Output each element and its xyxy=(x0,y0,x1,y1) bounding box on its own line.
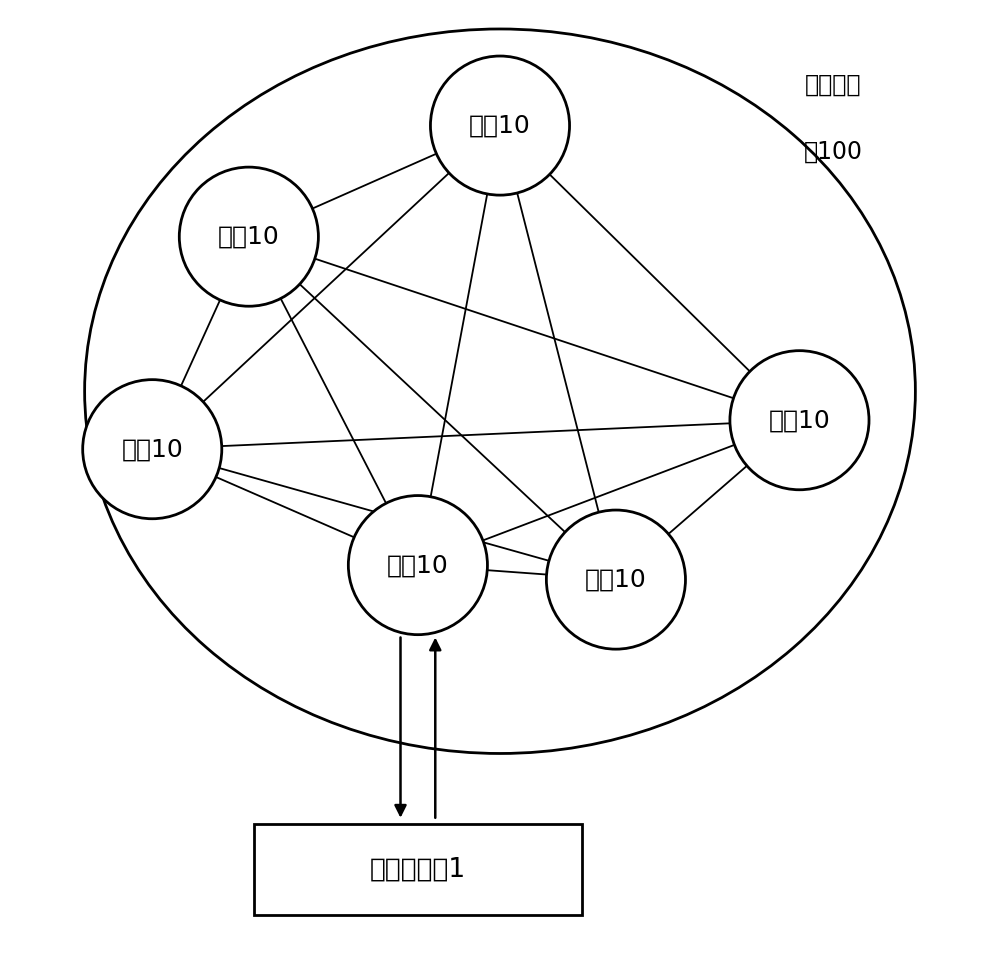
Circle shape xyxy=(348,496,487,635)
Text: 节点10: 节点10 xyxy=(585,568,647,591)
Circle shape xyxy=(546,510,685,649)
Circle shape xyxy=(730,351,869,490)
Circle shape xyxy=(430,56,570,195)
Text: 节点10: 节点10 xyxy=(218,225,280,248)
Text: 节点10: 节点10 xyxy=(387,554,449,577)
Text: 节点10: 节点10 xyxy=(469,114,531,137)
Circle shape xyxy=(179,167,318,306)
Text: 络100: 络100 xyxy=(804,140,863,164)
FancyBboxPatch shape xyxy=(254,823,582,916)
Text: 节点10: 节点10 xyxy=(769,409,830,432)
Text: 计算机装置1: 计算机装置1 xyxy=(370,857,466,882)
Text: 节点10: 节点10 xyxy=(121,438,183,461)
Circle shape xyxy=(83,380,222,519)
Text: 区块链网: 区块链网 xyxy=(805,72,862,97)
